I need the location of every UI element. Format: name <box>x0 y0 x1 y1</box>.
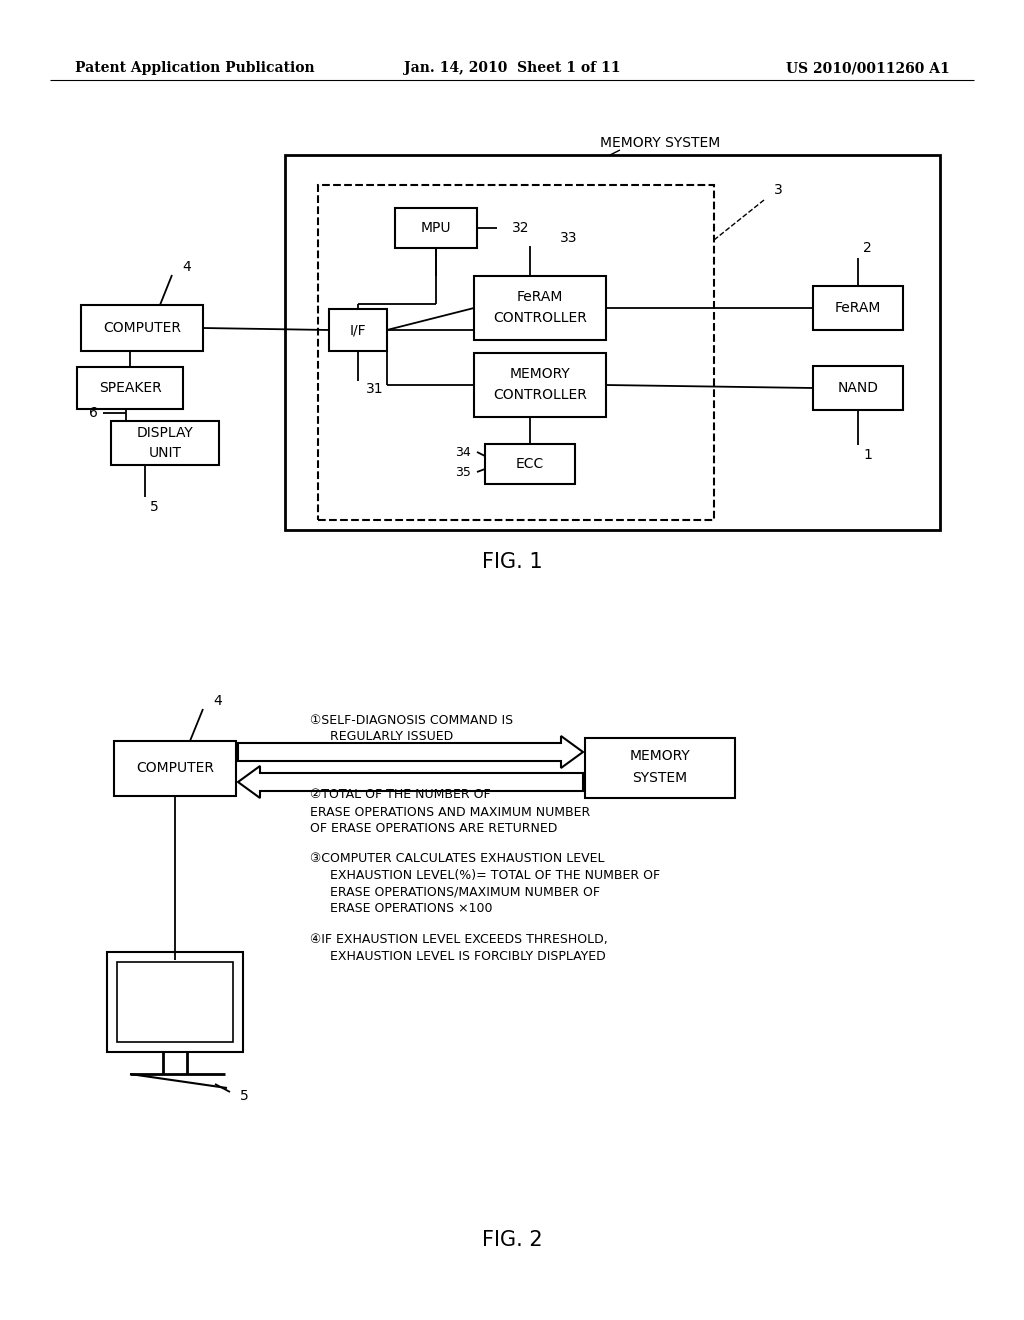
Text: 34: 34 <box>455 446 471 458</box>
Text: ③COMPUTER CALCULATES EXHAUSTION LEVEL: ③COMPUTER CALCULATES EXHAUSTION LEVEL <box>310 851 604 865</box>
Text: ERASE OPERATIONS AND MAXIMUM NUMBER: ERASE OPERATIONS AND MAXIMUM NUMBER <box>310 805 590 818</box>
Text: 2: 2 <box>863 242 871 255</box>
Bar <box>329 309 387 351</box>
Polygon shape <box>238 766 583 799</box>
Text: 32: 32 <box>512 220 529 235</box>
Text: 3: 3 <box>774 183 782 197</box>
Text: 4: 4 <box>213 694 222 708</box>
Bar <box>813 286 903 330</box>
Text: I/F: I/F <box>349 323 367 337</box>
Bar <box>318 185 714 520</box>
Text: FIG. 1: FIG. 1 <box>481 552 543 572</box>
Bar <box>106 952 243 1052</box>
Bar <box>111 421 219 465</box>
Bar <box>77 367 183 409</box>
Text: ECC: ECC <box>516 457 544 471</box>
Text: DISPLAY: DISPLAY <box>136 426 194 440</box>
Bar <box>474 276 606 341</box>
Text: CONTROLLER: CONTROLLER <box>494 312 587 325</box>
Text: 5: 5 <box>240 1089 249 1104</box>
Text: ①SELF-DIAGNOSIS COMMAND IS: ①SELF-DIAGNOSIS COMMAND IS <box>310 714 513 726</box>
Bar <box>81 305 203 351</box>
Text: SPEAKER: SPEAKER <box>98 381 162 395</box>
Text: NAND: NAND <box>838 381 879 395</box>
Text: US 2010/0011260 A1: US 2010/0011260 A1 <box>786 61 950 75</box>
Text: SYSTEM: SYSTEM <box>633 771 687 785</box>
Text: ERASE OPERATIONS ×100: ERASE OPERATIONS ×100 <box>330 903 493 916</box>
Text: CONTROLLER: CONTROLLER <box>494 388 587 403</box>
Text: ②TOTAL OF THE NUMBER OF: ②TOTAL OF THE NUMBER OF <box>310 788 490 801</box>
Text: REGULARLY ISSUED: REGULARLY ISSUED <box>330 730 454 743</box>
Text: MEMORY: MEMORY <box>510 367 570 381</box>
Text: FIG. 2: FIG. 2 <box>481 1230 543 1250</box>
Text: FeRAM: FeRAM <box>517 290 563 304</box>
Bar <box>114 741 236 796</box>
Text: 31: 31 <box>366 381 384 396</box>
Text: 5: 5 <box>150 500 159 513</box>
Text: 6: 6 <box>88 407 97 420</box>
Text: 33: 33 <box>560 231 578 246</box>
Text: UNIT: UNIT <box>148 446 181 459</box>
Text: EXHAUSTION LEVEL(%)= TOTAL OF THE NUMBER OF: EXHAUSTION LEVEL(%)= TOTAL OF THE NUMBER… <box>330 869 660 882</box>
Text: Patent Application Publication: Patent Application Publication <box>75 61 314 75</box>
Text: 4: 4 <box>182 260 190 275</box>
Text: COMPUTER: COMPUTER <box>103 321 181 335</box>
Text: OF ERASE OPERATIONS ARE RETURNED: OF ERASE OPERATIONS ARE RETURNED <box>310 822 557 836</box>
Text: 35: 35 <box>455 466 471 479</box>
Text: EXHAUSTION LEVEL IS FORCIBLY DISPLAYED: EXHAUSTION LEVEL IS FORCIBLY DISPLAYED <box>330 950 606 964</box>
Polygon shape <box>238 737 583 768</box>
Bar <box>395 209 477 248</box>
Text: ④IF EXHAUSTION LEVEL EXCEEDS THRESHOLD,: ④IF EXHAUSTION LEVEL EXCEEDS THRESHOLD, <box>310 933 608 946</box>
Text: COMPUTER: COMPUTER <box>136 762 214 775</box>
Bar <box>813 366 903 411</box>
Text: Jan. 14, 2010  Sheet 1 of 11: Jan. 14, 2010 Sheet 1 of 11 <box>403 61 621 75</box>
Bar <box>474 352 606 417</box>
Bar <box>585 738 735 799</box>
Bar <box>285 154 940 531</box>
Text: ERASE OPERATIONS/MAXIMUM NUMBER OF: ERASE OPERATIONS/MAXIMUM NUMBER OF <box>330 886 600 899</box>
Text: FeRAM: FeRAM <box>835 301 882 315</box>
Bar <box>117 962 233 1041</box>
Text: MEMORY: MEMORY <box>630 748 690 763</box>
Text: MPU: MPU <box>421 220 452 235</box>
Text: 1: 1 <box>863 447 871 462</box>
Bar <box>485 444 575 484</box>
Text: MEMORY SYSTEM: MEMORY SYSTEM <box>600 136 720 150</box>
